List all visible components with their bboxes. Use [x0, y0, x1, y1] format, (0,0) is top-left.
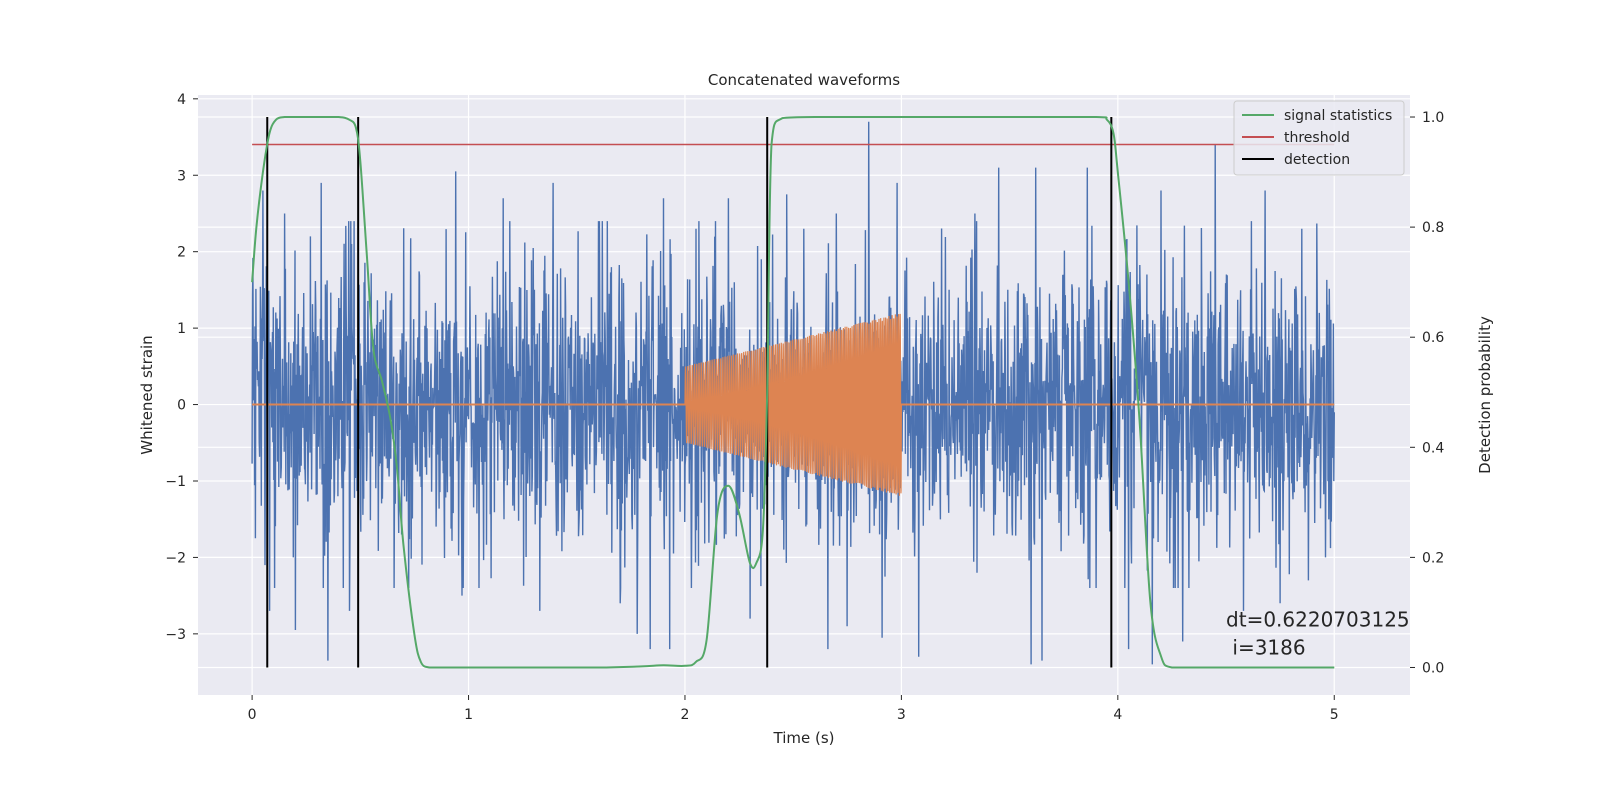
y-tick-label: −3 — [165, 627, 186, 643]
annotation-dt: dt=0.6220703125 — [1226, 608, 1410, 632]
legend: signal statistics threshold detection — [1233, 100, 1405, 176]
y-right-tick-label: 0.8 — [1422, 220, 1444, 236]
x-tick-label: 4 — [1113, 707, 1122, 723]
y-tick-label: 4 — [177, 92, 186, 108]
axis-ticks: 0 1 2 3 4 5 −3 −2 −1 0 1 2 3 4 0.0 0.2 0.4 0.6 0.8 1.0 — [165, 92, 1444, 723]
legend-label-threshold: threshold — [1284, 130, 1350, 146]
y-tick-label: 1 — [177, 321, 186, 337]
signal-statistics-series — [251, 115, 1335, 669]
x-axis-label: Time (s) — [773, 729, 835, 747]
legend-box — [1233, 100, 1405, 176]
legend-label-signal-statistics: signal statistics — [1284, 108, 1392, 124]
x-tick-label: 0 — [248, 707, 257, 723]
y-tick-label: −1 — [165, 474, 186, 490]
x-tick-label: 2 — [681, 707, 690, 723]
y-tick-label: 3 — [177, 168, 186, 184]
y-tick-label: 2 — [177, 245, 186, 261]
x-tick-label: 3 — [897, 707, 906, 723]
y-axis-label: Whitened strain — [138, 335, 156, 454]
data-layer — [251, 115, 1335, 669]
y-right-tick-label: 0.4 — [1422, 440, 1444, 456]
y-axis-right-label: Detection probability — [1476, 316, 1494, 474]
x-tick-label: 1 — [464, 707, 473, 723]
y-right-tick-label: 1.0 — [1422, 110, 1444, 126]
y-tick-label: 0 — [177, 398, 186, 414]
y-right-tick-label: 0.2 — [1422, 550, 1444, 566]
x-tick-label: 5 — [1330, 707, 1339, 723]
legend-label-detection: detection — [1284, 152, 1350, 168]
y-right-tick-label: 0.6 — [1422, 330, 1444, 346]
chart-title: Concatenated waveforms — [708, 71, 900, 89]
annotation-index: i=3186 — [1226, 636, 1306, 660]
y-tick-label: −2 — [165, 550, 186, 566]
y-right-tick-label: 0.0 — [1422, 660, 1444, 676]
